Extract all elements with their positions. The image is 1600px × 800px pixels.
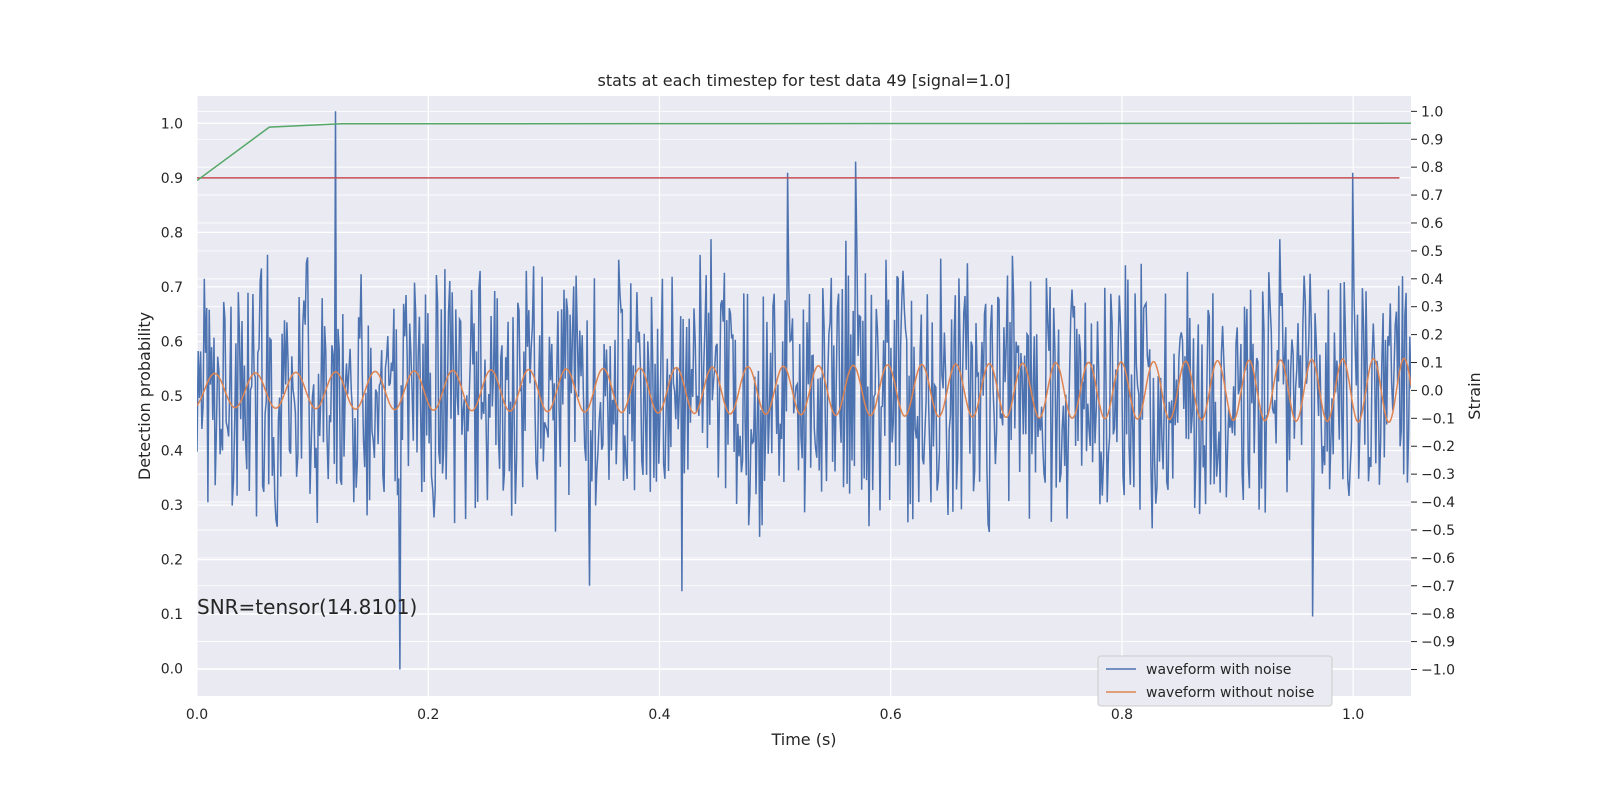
y2-tick-label: −0.4 xyxy=(1421,495,1455,511)
y-tick-label: 0.1 xyxy=(161,607,183,623)
y-tick-label: 0.7 xyxy=(161,280,183,296)
x-tick-label: 0.0 xyxy=(186,707,208,723)
snr-annotation: SNR=tensor(14.8101) xyxy=(197,595,417,619)
y2-tick-label: 0.4 xyxy=(1421,272,1443,288)
legend-label-noise: waveform with noise xyxy=(1146,662,1291,678)
legend-box xyxy=(1097,655,1333,707)
y-tick-label: 0.8 xyxy=(161,225,183,241)
legend: waveform with noise waveform without noi… xyxy=(1097,655,1333,707)
y-axis-label: Detection probability xyxy=(135,312,154,480)
y-tick-label: 0.5 xyxy=(161,389,183,405)
x-tick-label: 0.4 xyxy=(648,707,670,723)
y-tick-label: 0.3 xyxy=(161,498,183,514)
y2-tick-label: 0.0 xyxy=(1421,383,1443,399)
y-tick-label: 0.6 xyxy=(161,334,183,350)
y2-tick-label: 0.2 xyxy=(1421,328,1443,344)
ticks: 0.0 0.2 0.4 0.6 0.8 1.0 0.0 0.1 0.2 0.3 0.4 0.5 0.6 0… xyxy=(161,104,1455,723)
detection-probability-line xyxy=(197,122,1411,182)
y2-tick-label: 0.5 xyxy=(1421,244,1443,260)
y2-tick-label: −1.0 xyxy=(1421,662,1455,678)
y2-tick-label: 0.1 xyxy=(1421,356,1443,372)
y-tick-label: 1.0 xyxy=(161,116,183,132)
y2-tick-label: −0.3 xyxy=(1421,467,1455,483)
y2-tick-label: −0.9 xyxy=(1421,635,1455,651)
y2-tick-label: −0.7 xyxy=(1421,579,1455,595)
y-tick-label: 0.0 xyxy=(161,662,183,678)
y2-tick-label: 1.0 xyxy=(1421,104,1443,120)
chart-title: stats at each timestep for test data 49 … xyxy=(598,71,1011,90)
y2-tick-label: 0.7 xyxy=(1421,188,1443,204)
y2-tick-label: −0.8 xyxy=(1421,607,1455,623)
y-tick-label: 0.4 xyxy=(161,444,183,460)
y2-axis-label: Strain xyxy=(1465,372,1484,419)
y2-tick-label: −0.6 xyxy=(1421,551,1455,567)
legend-label-clean: waveform without noise xyxy=(1146,685,1314,701)
y-tick-label: 0.2 xyxy=(161,553,183,569)
y2-tick-label: −0.1 xyxy=(1421,411,1455,427)
y2-tick-label: 0.8 xyxy=(1421,160,1443,176)
series-layer xyxy=(197,111,1411,670)
y-tick-label: 0.9 xyxy=(161,171,183,187)
y2-tick-label: 0.6 xyxy=(1421,216,1443,232)
y2-tick-label: −0.5 xyxy=(1421,523,1455,539)
series-waveform-without-noise xyxy=(197,357,1411,423)
x-axis-label: Time (s) xyxy=(770,730,836,749)
y2-tick-label: 0.3 xyxy=(1421,300,1443,316)
x-tick-label: 0.6 xyxy=(880,707,902,723)
x-tick-label: 0.8 xyxy=(1111,707,1133,723)
x-tick-label: 0.2 xyxy=(417,707,439,723)
x-tick-label: 1.0 xyxy=(1342,707,1364,723)
y2-tick-label: −0.2 xyxy=(1421,439,1455,455)
y2-tick-label: 0.9 xyxy=(1421,132,1443,148)
